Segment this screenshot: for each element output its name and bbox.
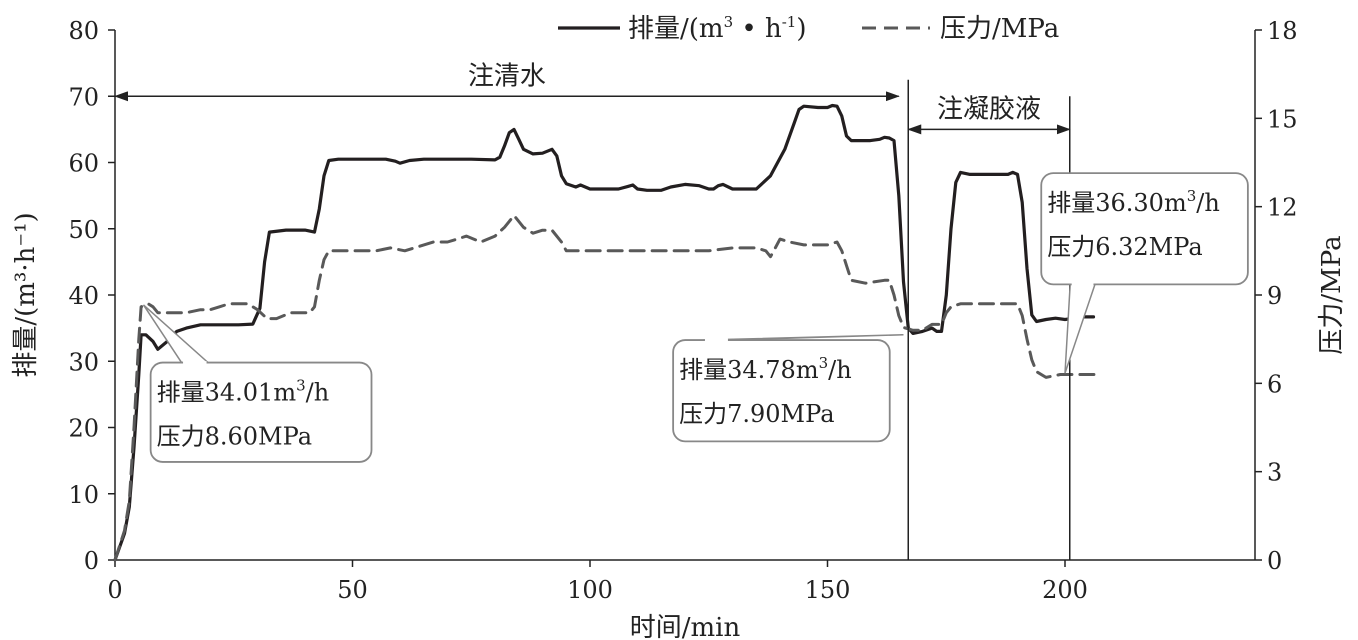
series-lines — [113, 103, 1100, 562]
y-right-tick-label: 6 — [1267, 370, 1282, 398]
y-right-tick-label: 12 — [1267, 194, 1298, 222]
callout-pointer — [1064, 283, 1097, 374]
y-right-tick-label: 3 — [1267, 459, 1282, 487]
y-right-tick-label: 9 — [1267, 282, 1282, 310]
pressure-series-line — [113, 214, 1100, 562]
x-tick-label: 50 — [337, 576, 368, 604]
callout-rate-text: 排量34.78m3/h — [679, 354, 852, 384]
y-left-tick-label: 20 — [68, 415, 99, 443]
y-left-tick-label: 80 — [68, 17, 99, 45]
callout-rate-text: 排量34.01m3/h — [157, 377, 330, 407]
stage-label: 注清水 — [468, 61, 546, 91]
x-tick-label: 200 — [1042, 576, 1088, 604]
y-left-tick-label: 50 — [68, 216, 99, 244]
x-axis-label: 时间/min — [630, 613, 741, 640]
y-right-tick-label: 0 — [1267, 547, 1282, 575]
y-left-axis-label: 排量/(m³·h⁻¹) — [11, 212, 41, 377]
y-left-tick-label: 0 — [84, 547, 99, 575]
callout-box — [672, 339, 891, 443]
callout-pressure-text: 压力8.60MPa — [157, 423, 312, 451]
y-left-tick-label: 10 — [68, 481, 99, 509]
y-right-tick-label: 18 — [1267, 17, 1298, 45]
callout-box — [1040, 172, 1249, 286]
legend-pressure-label: 压力/MPa — [940, 14, 1059, 44]
callout-pressure-text: 压力6.32MPa — [1047, 233, 1202, 261]
y-right-tick-label: 15 — [1267, 105, 1298, 133]
y-left-tick-label: 70 — [68, 83, 99, 111]
y-left-tick-label: 30 — [68, 348, 99, 376]
legend: 排量/(m3 • h-1) 压力/MPa — [558, 13, 1059, 44]
rate-series-line — [113, 103, 1096, 562]
x-tick-label: 150 — [805, 576, 851, 604]
callout-rate-text: 排量36.30m3/h — [1047, 187, 1220, 217]
y-right-axis-label: 压力/MPa — [1317, 235, 1347, 354]
callout-pressure-text: 压力7.90MPa — [679, 400, 834, 428]
x-tick-label: 0 — [107, 576, 122, 604]
x-tick-label: 100 — [567, 576, 613, 604]
callout-box — [149, 361, 373, 463]
axes: 0 50 100 150 200 0 10 20 30 40 50 60 70 80 0 3 6 9 12 15 18 时… — [11, 17, 1347, 640]
y-left-tick-label: 40 — [68, 282, 99, 310]
y-left-tick-label: 60 — [68, 150, 99, 178]
legend-rate-label: 排量/(m3 • h-1) — [628, 13, 807, 44]
stage-label: 注凝胶液 — [937, 94, 1041, 124]
